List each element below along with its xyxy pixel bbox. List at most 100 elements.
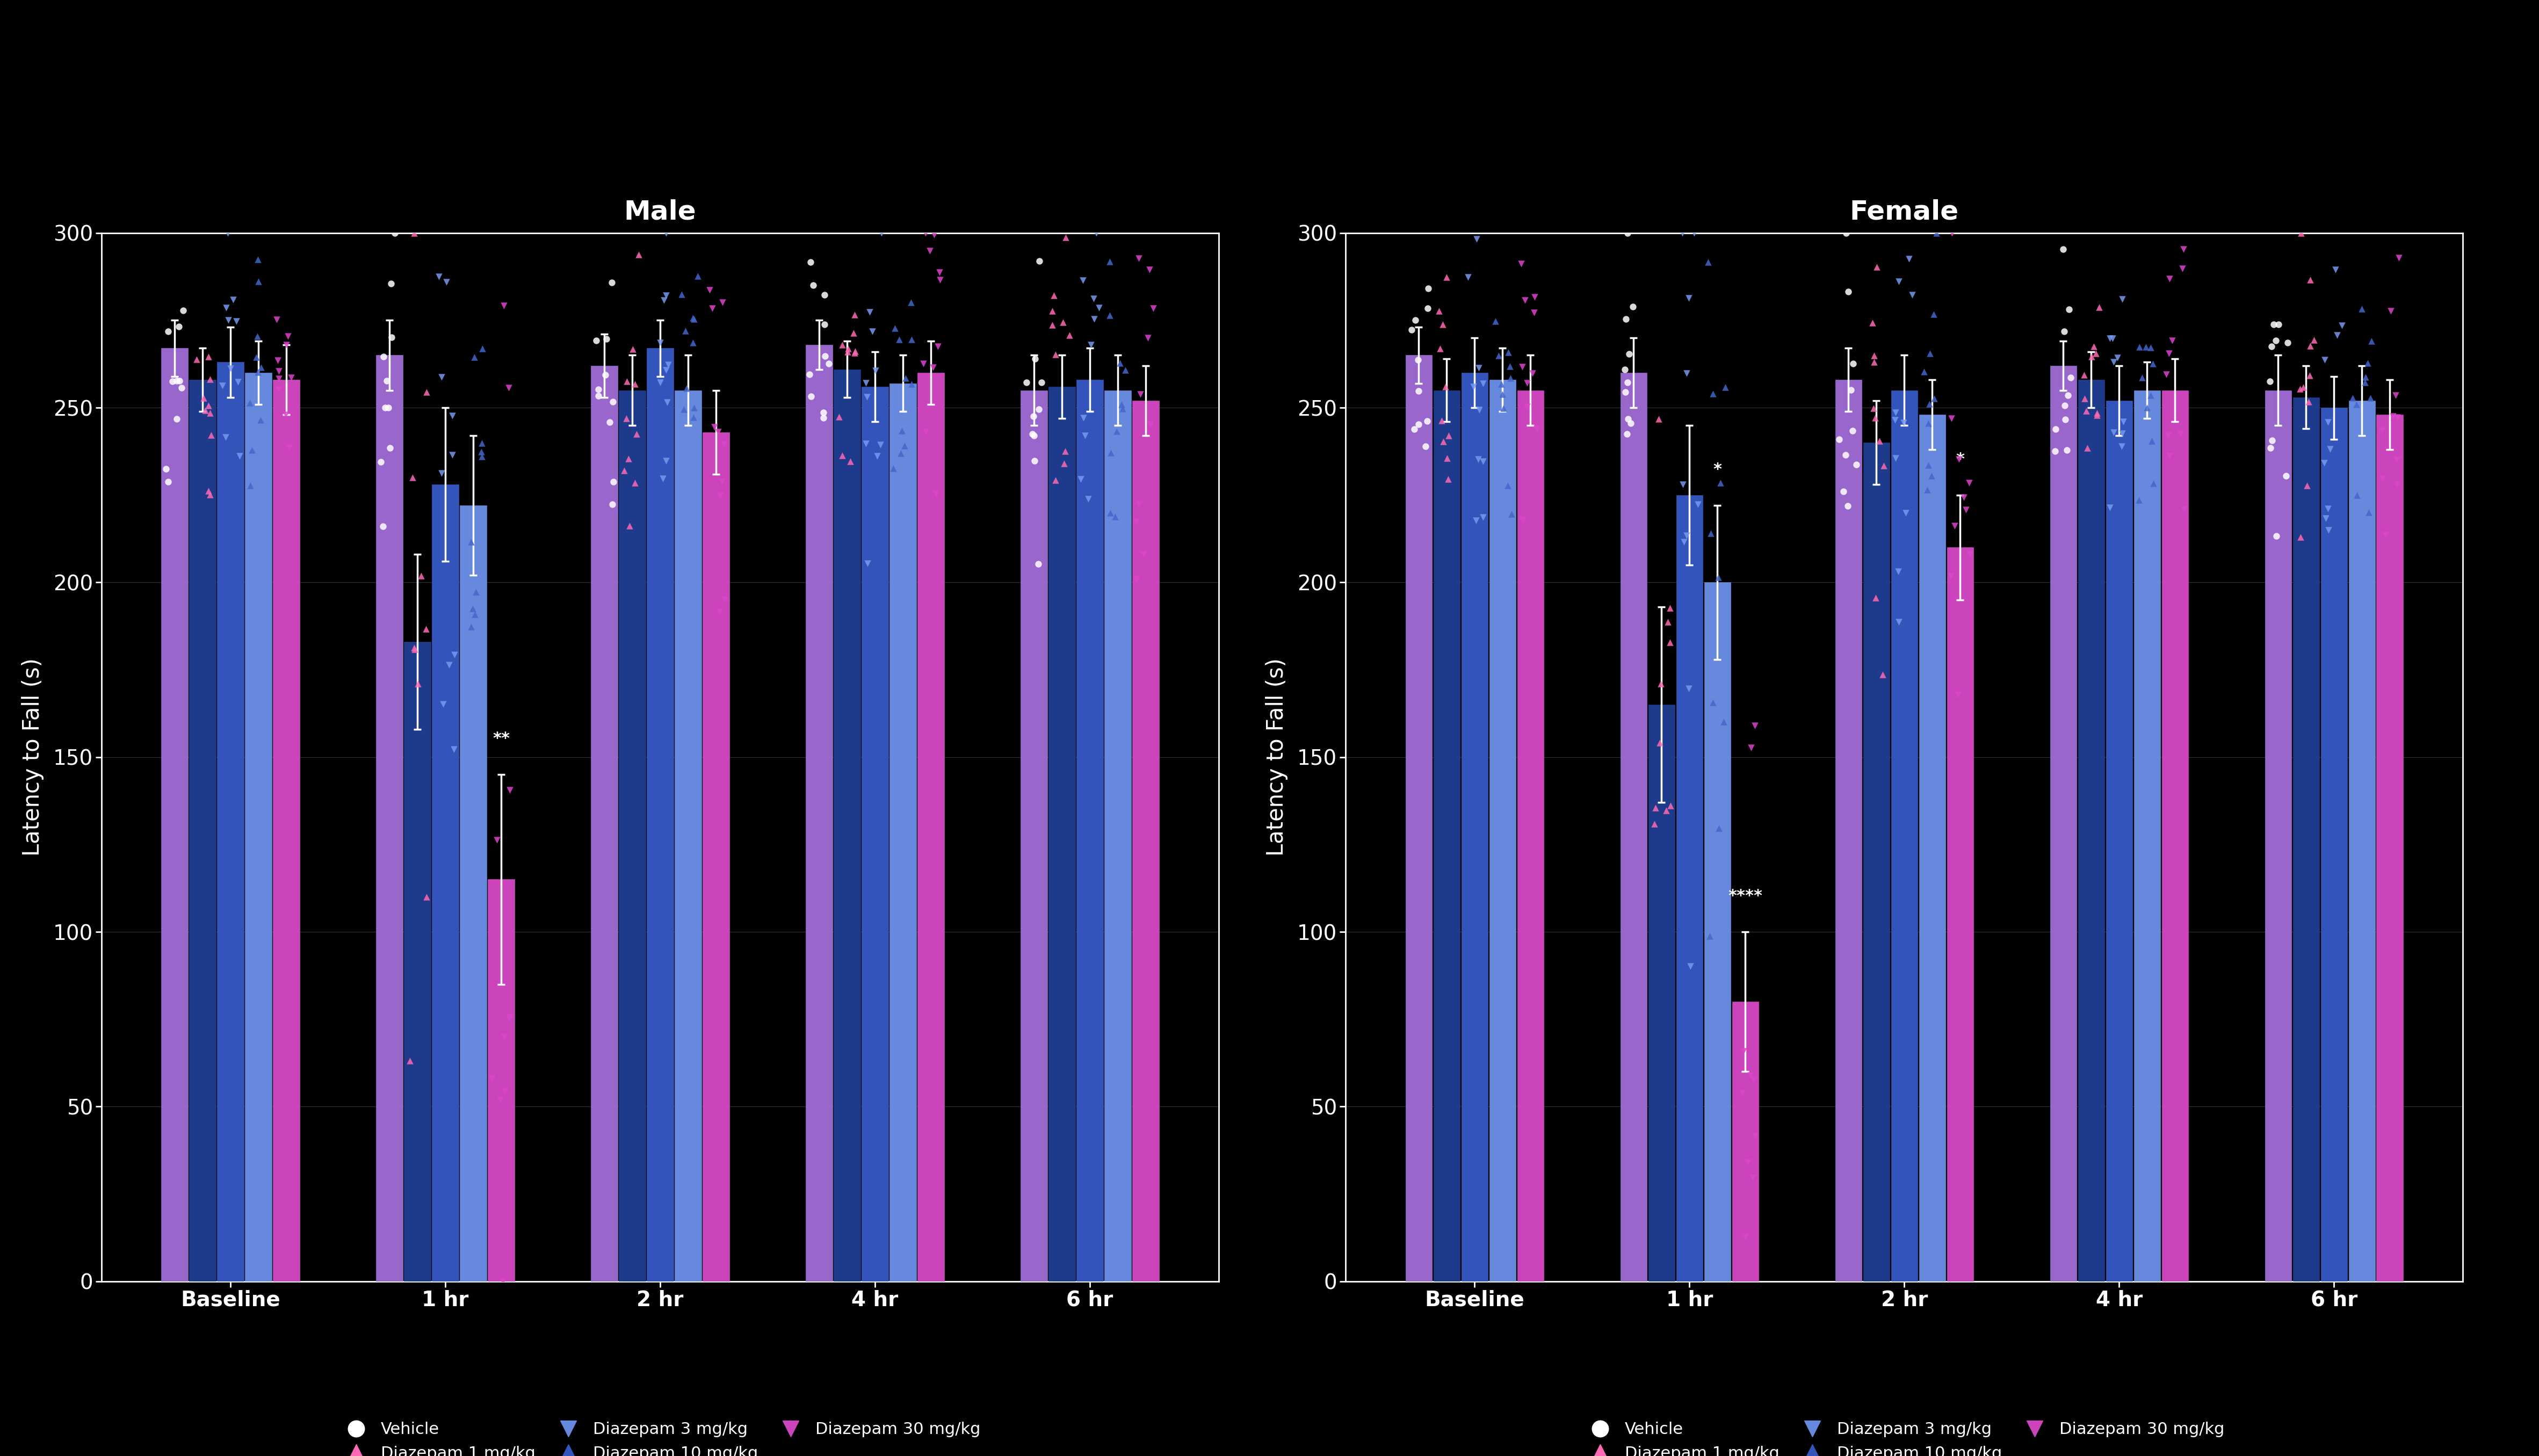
Point (203, 374, 244, 397)
Point (1884, 411, 1925, 434)
Point (1064, 424, 1104, 447)
Point (1069, 488, 1110, 511)
Point (1462, 505, 1503, 529)
Point (1907, 412, 1947, 435)
Point (462, 336, 503, 360)
Point (878, 328, 919, 351)
Point (790, 384, 830, 408)
Point (663, 282, 703, 306)
Point (2148, 444, 2189, 467)
Point (394, 636, 434, 660)
Point (1089, 501, 1130, 524)
Point (1089, 441, 1130, 464)
Bar (2105, 400, 2133, 1281)
Point (881, 441, 922, 464)
Point (1407, 409, 1447, 432)
Point (2265, 464, 2305, 488)
Point (891, 328, 932, 351)
Bar (162, 348, 188, 1281)
Bar (917, 373, 945, 1281)
Point (1132, 297, 1173, 320)
Point (2318, 323, 2359, 347)
Point (607, 370, 647, 393)
Point (1513, 301, 1554, 325)
Point (1424, 374, 1465, 397)
Point (1856, 406, 1897, 430)
Point (256, 307, 297, 331)
Point (2364, 524, 2404, 547)
Point (1663, 221, 1704, 245)
Point (188, 479, 229, 502)
Point (1422, 409, 1462, 432)
Point (884, 434, 924, 457)
Bar (1049, 387, 1074, 1281)
Point (1699, 566, 1739, 590)
Point (1104, 358, 1145, 381)
Point (239, 360, 279, 383)
Point (162, 376, 203, 399)
Point (269, 435, 310, 459)
Point (853, 320, 894, 344)
Point (1117, 568, 1158, 591)
Point (152, 370, 193, 393)
Point (647, 354, 688, 377)
Point (906, 221, 947, 245)
Point (701, 483, 741, 507)
Point (805, 313, 845, 336)
Point (490, 778, 531, 801)
Point (1874, 409, 1914, 432)
Point (861, 221, 901, 245)
Point (805, 284, 845, 307)
Point (1694, 381, 1734, 405)
Point (1706, 376, 1747, 399)
Point (2343, 371, 2384, 395)
Point (368, 435, 409, 459)
Point (1884, 501, 1925, 524)
Point (645, 358, 686, 381)
Point (2280, 377, 2321, 400)
Point (2333, 386, 2374, 409)
Point (2049, 297, 2090, 320)
Point (366, 370, 406, 393)
Point (2128, 396, 2168, 419)
Point (698, 600, 739, 623)
Point (1422, 430, 1462, 453)
Bar (218, 363, 244, 1281)
Point (2290, 333, 2331, 357)
Point (2148, 342, 2189, 365)
Y-axis label: Latency to Fall (s): Latency to Fall (s) (1264, 658, 1287, 856)
Point (1909, 342, 1950, 365)
Point (1117, 246, 1158, 269)
Point (206, 425, 246, 448)
Point (1506, 395, 1546, 418)
Point (1853, 344, 1894, 367)
Point (642, 467, 683, 491)
Point (366, 396, 406, 419)
Point (678, 265, 719, 288)
Point (640, 331, 680, 354)
Bar (1704, 582, 1732, 1281)
Point (1117, 492, 1158, 515)
Point (472, 1067, 513, 1091)
Point (1917, 221, 1958, 245)
Point (1724, 1040, 1765, 1063)
Point (693, 297, 734, 320)
Point (1650, 794, 1691, 817)
Point (1605, 380, 1645, 403)
Point (2074, 335, 2115, 358)
Point (2064, 387, 2105, 411)
Point (190, 368, 231, 392)
Point (229, 392, 269, 415)
Point (239, 248, 279, 271)
Point (1488, 475, 1528, 498)
Bar (647, 348, 673, 1281)
Point (2072, 345, 2112, 368)
Point (2349, 351, 2389, 374)
Point (1727, 1150, 1767, 1174)
Point (2161, 422, 2201, 446)
Point (609, 447, 650, 470)
Point (909, 239, 950, 262)
Point (1640, 671, 1681, 695)
Point (1429, 424, 1470, 447)
Bar (432, 485, 460, 1281)
